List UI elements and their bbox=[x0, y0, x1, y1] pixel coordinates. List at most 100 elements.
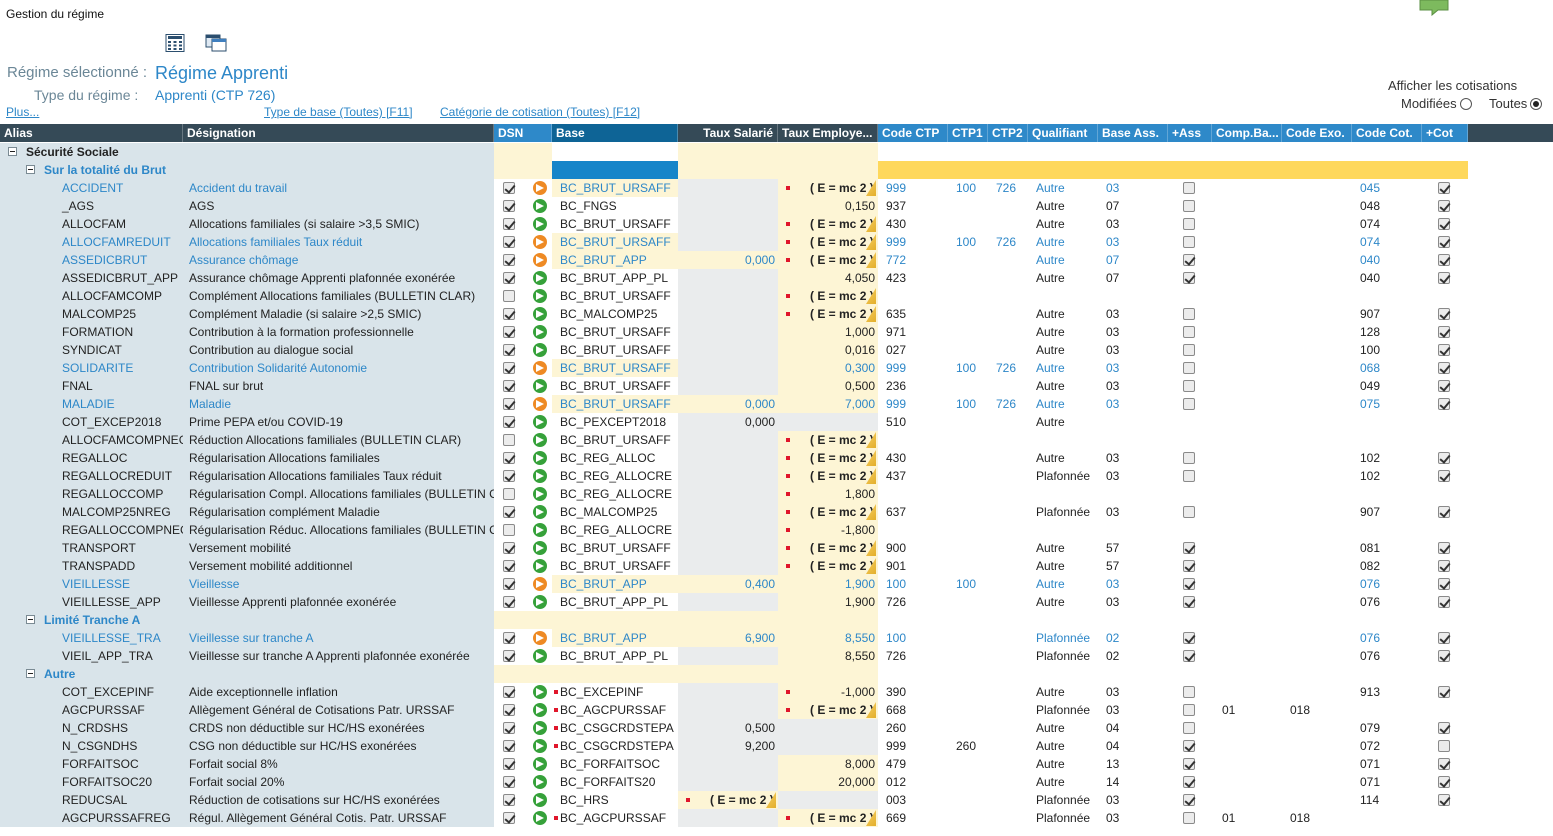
table-row[interactable]: COT_EXCEPINF Aide exceptionnelle inflatio… bbox=[0, 683, 1553, 701]
column-header[interactable]: Comp.Ba... bbox=[1212, 124, 1282, 142]
dsn-checkbox[interactable] bbox=[503, 740, 515, 752]
cot-checkbox[interactable] bbox=[1438, 722, 1450, 734]
formula-label[interactable]: ( E = mc 2 ) bbox=[810, 433, 874, 447]
column-header[interactable]: CTP1 bbox=[948, 124, 988, 142]
ass-checkbox[interactable] bbox=[1183, 812, 1195, 824]
cot-checkbox[interactable] bbox=[1438, 470, 1450, 482]
table-row[interactable]: SOLIDARITE Contribution Solidarité Autono… bbox=[0, 359, 1553, 377]
dsn-checkbox[interactable] bbox=[503, 344, 515, 356]
table-row[interactable]: ACCIDENT Accident du travail BC_BRUT_URSAF… bbox=[0, 179, 1553, 197]
arrow-right-icon[interactable] bbox=[533, 451, 547, 465]
more-link[interactable]: Plus... bbox=[6, 105, 40, 119]
dsn-checkbox[interactable] bbox=[503, 326, 515, 338]
dsn-checkbox[interactable] bbox=[503, 236, 515, 248]
formula-label[interactable]: ( E = mc 2 ) bbox=[810, 289, 874, 303]
cot-checkbox[interactable] bbox=[1438, 452, 1450, 464]
dsn-checkbox[interactable] bbox=[503, 686, 515, 698]
cot-checkbox[interactable] bbox=[1438, 344, 1450, 356]
ass-checkbox[interactable] bbox=[1183, 326, 1195, 338]
ass-checkbox[interactable] bbox=[1183, 308, 1195, 320]
arrow-right-icon[interactable] bbox=[533, 505, 547, 519]
dsn-checkbox[interactable] bbox=[503, 596, 515, 608]
modified-arrow-icon[interactable] bbox=[533, 181, 547, 195]
ass-checkbox[interactable] bbox=[1183, 272, 1195, 284]
radio-all-button[interactable] bbox=[1530, 97, 1543, 110]
modified-arrow-icon[interactable] bbox=[533, 361, 547, 375]
formula-label[interactable]: ( E = mc 2 ) bbox=[810, 559, 874, 573]
formula-label[interactable]: ( E = mc 2 ) bbox=[810, 451, 874, 465]
group-row[interactable]: Autre bbox=[0, 665, 1553, 683]
ass-checkbox[interactable] bbox=[1183, 776, 1195, 788]
arrow-right-icon[interactable] bbox=[533, 325, 547, 339]
table-row[interactable]: FNAL FNAL sur brut BC_BRUT_URSAFF 0,500 236 A… bbox=[0, 377, 1553, 395]
ass-checkbox[interactable] bbox=[1183, 542, 1195, 554]
collapse-toggle-icon[interactable] bbox=[26, 165, 35, 174]
arrow-right-icon[interactable] bbox=[533, 523, 547, 537]
arrow-right-icon[interactable] bbox=[533, 703, 547, 717]
table-row[interactable]: FORFAITSOC Forfait social 8% BC_FORFAITSOC… bbox=[0, 755, 1553, 773]
dsn-checkbox[interactable] bbox=[503, 758, 515, 770]
cot-checkbox[interactable] bbox=[1438, 182, 1450, 194]
arrow-right-icon[interactable] bbox=[533, 487, 547, 501]
table-row[interactable]: REDUCSAL Réduction de cotisations sur HC/… bbox=[0, 791, 1553, 809]
table-row[interactable]: REGALLOCREDUIT Régularisation Allocations… bbox=[0, 467, 1553, 485]
cot-checkbox[interactable] bbox=[1438, 542, 1450, 554]
cot-checkbox[interactable] bbox=[1438, 560, 1450, 572]
cot-checkbox[interactable] bbox=[1438, 578, 1450, 590]
cot-checkbox[interactable] bbox=[1438, 740, 1450, 752]
cot-checkbox[interactable] bbox=[1438, 254, 1450, 266]
arrow-right-icon[interactable] bbox=[533, 199, 547, 213]
table-row[interactable]: MALADIE Maladie BC_BRUT_URSAFF 0,000 7,000 99… bbox=[0, 395, 1553, 413]
column-header[interactable]: +Ass bbox=[1168, 124, 1212, 142]
table-row[interactable]: REGALLOCCOMPNEG Régularisation Réduc. All… bbox=[0, 521, 1553, 539]
arrow-right-icon[interactable] bbox=[533, 685, 547, 699]
column-header[interactable]: Alias bbox=[0, 124, 183, 142]
arrow-right-icon[interactable] bbox=[533, 739, 547, 753]
ass-checkbox[interactable] bbox=[1183, 254, 1195, 266]
ass-checkbox[interactable] bbox=[1183, 722, 1195, 734]
dsn-checkbox[interactable] bbox=[503, 434, 515, 446]
calculator-icon[interactable] bbox=[165, 34, 185, 52]
column-header[interactable]: +Cot bbox=[1422, 124, 1468, 142]
ass-checkbox[interactable] bbox=[1183, 182, 1195, 194]
table-row[interactable]: VIEIL_APP_TRA Vieillesse sur tranche A Ap… bbox=[0, 647, 1553, 665]
collapse-toggle-icon[interactable] bbox=[26, 669, 35, 678]
ass-checkbox[interactable] bbox=[1183, 470, 1195, 482]
arrow-right-icon[interactable] bbox=[533, 379, 547, 393]
dsn-checkbox[interactable] bbox=[503, 524, 515, 536]
cot-checkbox[interactable] bbox=[1438, 200, 1450, 212]
table-row[interactable]: COT_EXCEP2018 Prime PEPA et/ou COVID-19 BC… bbox=[0, 413, 1553, 431]
dsn-checkbox[interactable] bbox=[503, 416, 515, 428]
table-row[interactable]: VIEILLESSE Vieillesse BC_BRUT_APP 0,400 1,90… bbox=[0, 575, 1553, 593]
ass-checkbox[interactable] bbox=[1183, 794, 1195, 806]
table-row[interactable]: ALLOCFAM Allocations familiales (si salai… bbox=[0, 215, 1553, 233]
table-row[interactable]: TRANSPORT Versement mobilité BC_BRUT_URSAF… bbox=[0, 539, 1553, 557]
column-header[interactable]: Qualifiant bbox=[1028, 124, 1098, 142]
dsn-checkbox[interactable] bbox=[503, 488, 515, 500]
dsn-checkbox[interactable] bbox=[503, 560, 515, 572]
table-row[interactable]: VIEILLESSE_APP Vieillesse Apprenti plafon… bbox=[0, 593, 1553, 611]
modified-arrow-icon[interactable] bbox=[533, 253, 547, 267]
dsn-checkbox[interactable] bbox=[503, 470, 515, 482]
arrow-right-icon[interactable] bbox=[533, 415, 547, 429]
collapse-toggle-icon[interactable] bbox=[26, 615, 35, 624]
arrow-right-icon[interactable] bbox=[533, 721, 547, 735]
ass-checkbox[interactable] bbox=[1183, 596, 1195, 608]
table-row[interactable]: N_CRDSHS CRDS non déductible sur HC/HS ex… bbox=[0, 719, 1553, 737]
table-row[interactable]: FORFAITSOC20 Forfait social 20% BC_FORFAIT… bbox=[0, 773, 1553, 791]
formula-label[interactable]: ( E = mc 2 ) bbox=[810, 703, 874, 717]
table-row[interactable]: _AGS AGS BC_FNGS 0,150 937 Autre 07 048 bbox=[0, 197, 1553, 215]
dsn-checkbox[interactable] bbox=[503, 380, 515, 392]
dsn-checkbox[interactable] bbox=[503, 578, 515, 590]
arrow-right-icon[interactable] bbox=[533, 541, 547, 555]
cot-checkbox[interactable] bbox=[1438, 362, 1450, 374]
cot-checkbox[interactable] bbox=[1438, 236, 1450, 248]
formula-label[interactable]: ( E = mc 2 ) bbox=[810, 181, 874, 195]
column-header[interactable]: Code Exo. bbox=[1282, 124, 1352, 142]
arrow-right-icon[interactable] bbox=[533, 559, 547, 573]
cot-checkbox[interactable] bbox=[1438, 758, 1450, 770]
ass-checkbox[interactable] bbox=[1183, 578, 1195, 590]
formula-label[interactable]: ( E = mc 2 ) bbox=[810, 217, 874, 231]
dsn-checkbox[interactable] bbox=[503, 218, 515, 230]
ass-checkbox[interactable] bbox=[1183, 560, 1195, 572]
